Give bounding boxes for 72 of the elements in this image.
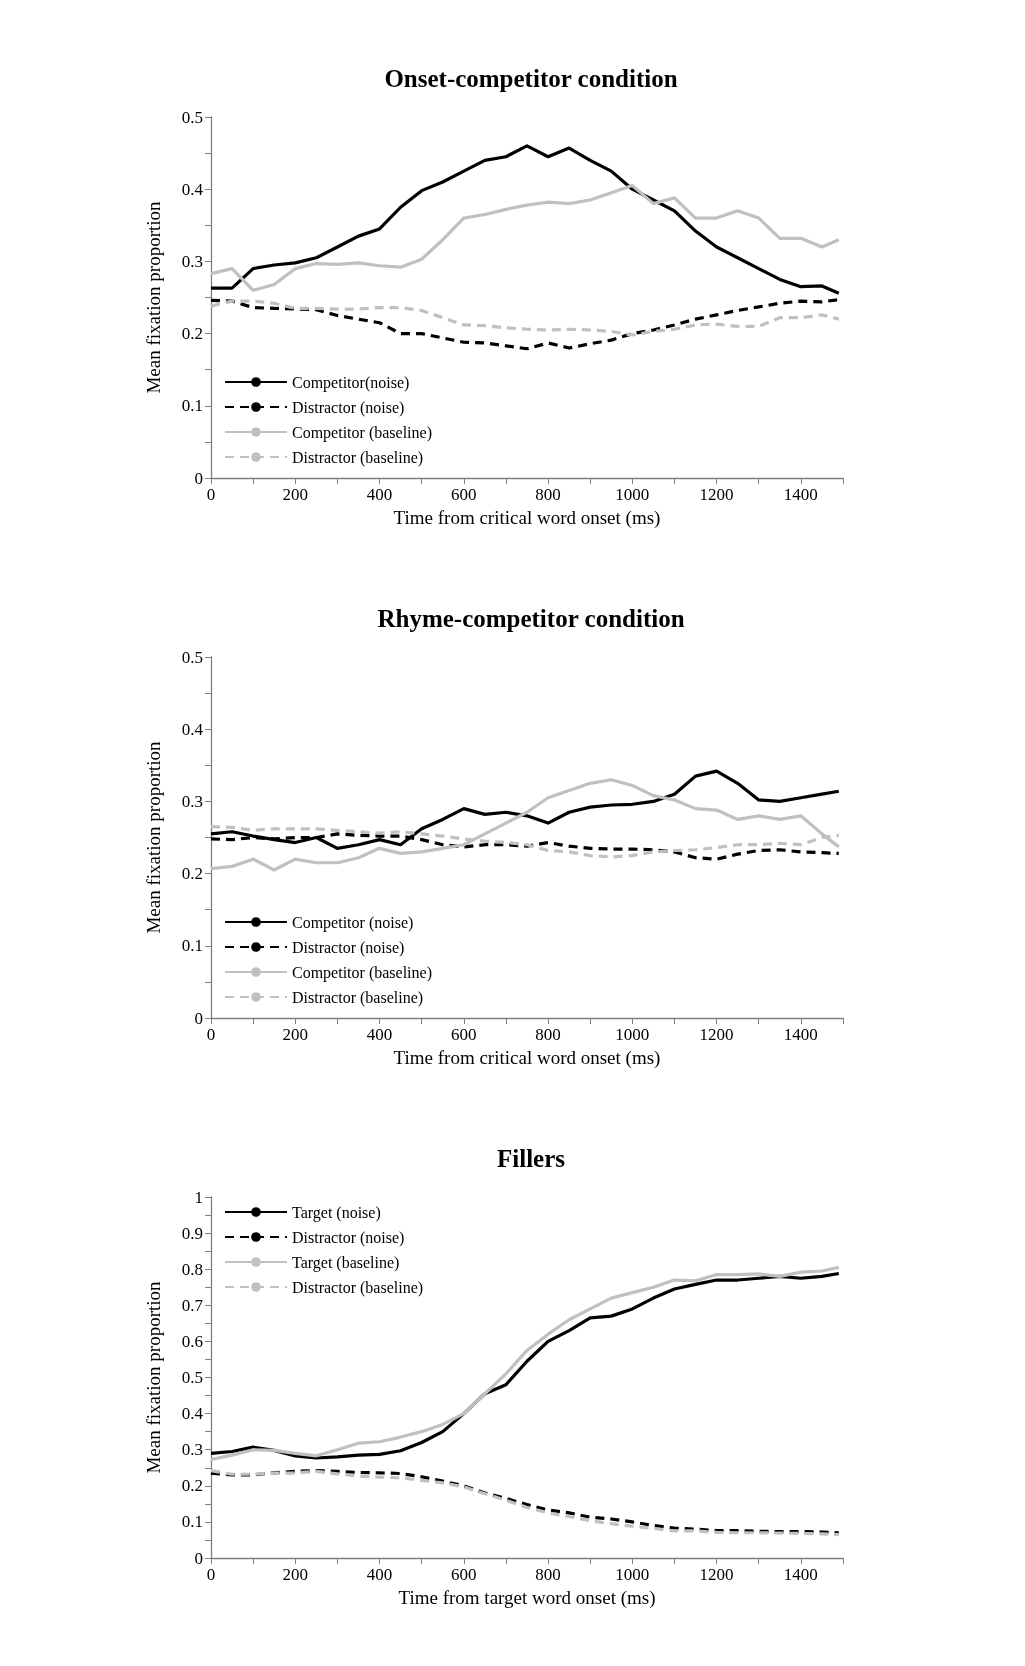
x-tick-label: 1200 — [699, 1025, 734, 1044]
y-tick-label: 0.4 — [181, 1404, 204, 1424]
legend-label: Distractor (baseline) — [292, 448, 424, 467]
legend-label: Target (baseline) — [292, 1253, 400, 1272]
y-tick-label: 0.1 — [181, 396, 203, 416]
y-axis-title: Mean fixation proportion — [143, 740, 164, 934]
x-tick-label: 0 — [206, 1565, 216, 1584]
x-tick-label: 0 — [206, 1025, 216, 1044]
y-tick-label: 0.8 — [181, 1259, 203, 1279]
y-tick-label: 0.5 — [181, 1368, 203, 1387]
y-tick-label: 0 — [194, 468, 203, 488]
y-tick-label: 0.3 — [181, 791, 203, 811]
legend-label: Distractor (baseline) — [292, 988, 424, 1007]
legend-label: Competitor(noise) — [292, 373, 410, 392]
legend-label: Target (noise) — [292, 1203, 381, 1222]
y-tick-label: 0.6 — [181, 1331, 203, 1351]
line-series — [209, 778, 841, 872]
y-tick-label: 0.7 — [181, 1295, 204, 1315]
x-axis-title: Time from critical word onset (ms) — [393, 1047, 661, 1069]
y-tick-label: 0.2 — [181, 864, 203, 884]
y-tick-label: 0.1 — [181, 1512, 203, 1532]
x-axis-title: Time from critical word onset (ms) — [393, 507, 661, 529]
x-tick-label: 1200 — [699, 485, 734, 504]
y-axis-title: Mean fixation proportion — [143, 1280, 164, 1474]
y-tick-label: 0.5 — [181, 107, 203, 127]
legend-label: Distractor (noise) — [292, 1228, 405, 1247]
y-tick-label: 0 — [194, 1548, 203, 1568]
chart-title: Rhyme-competitor condition — [377, 605, 685, 632]
legend-label: Competitor (baseline) — [292, 963, 432, 982]
x-tick-label: 800 — [535, 485, 561, 504]
x-tick-label: 200 — [282, 1025, 309, 1044]
x-tick-label: 600 — [451, 1025, 477, 1044]
y-tick-label: 0.2 — [181, 1476, 203, 1496]
y-tick-label: 0.3 — [181, 251, 203, 271]
chart-title: Fillers — [496, 1145, 566, 1172]
x-tick-label: 1400 — [783, 485, 818, 504]
y-tick-label: 0.9 — [181, 1223, 203, 1243]
x-axis-title: Time from target word onset (ms) — [398, 1587, 656, 1609]
y-tick-label: 0.5 — [181, 647, 203, 667]
y-tick-label: 1 — [194, 1187, 203, 1207]
y-tick-label: 0.2 — [181, 324, 203, 344]
x-tick-label: 400 — [366, 485, 393, 504]
y-tick-label: 0.1 — [181, 936, 203, 956]
x-tick-label: 600 — [451, 1565, 477, 1584]
line-series — [209, 144, 841, 295]
x-tick-label: 1200 — [699, 1565, 734, 1584]
x-tick-label: 200 — [282, 1565, 309, 1584]
x-tick-label: 400 — [366, 1025, 393, 1044]
legend-label: Distractor (noise) — [292, 398, 405, 417]
y-tick-label: 0.4 — [181, 719, 204, 739]
x-tick-label: 800 — [535, 1025, 561, 1044]
x-tick-label: 0 — [206, 485, 216, 504]
x-tick-label: 1400 — [783, 1565, 818, 1584]
x-tick-label: 1400 — [783, 1025, 818, 1044]
y-tick-label: 0 — [194, 1008, 203, 1028]
legend-label: Competitor (baseline) — [292, 423, 432, 442]
x-tick-label: 1000 — [615, 485, 650, 504]
line-series — [209, 183, 841, 292]
x-tick-label: 800 — [535, 1565, 561, 1584]
y-tick-label: 0.4 — [181, 179, 204, 199]
x-tick-label: 1000 — [615, 1025, 650, 1044]
line-series — [209, 299, 841, 337]
x-tick-label: 200 — [282, 485, 309, 504]
chart-title: Onset-competitor condition — [384, 65, 678, 92]
y-tick-label: 0.3 — [181, 1440, 203, 1460]
legend-label: Distractor (baseline) — [292, 1278, 424, 1297]
y-axis-title: Mean fixation proportion — [143, 200, 164, 394]
legend-label: Competitor (noise) — [292, 913, 414, 932]
x-tick-label: 400 — [366, 1565, 393, 1584]
legend-label: Distractor (noise) — [292, 938, 405, 957]
x-tick-label: 600 — [451, 485, 477, 504]
x-tick-label: 1000 — [615, 1565, 650, 1584]
